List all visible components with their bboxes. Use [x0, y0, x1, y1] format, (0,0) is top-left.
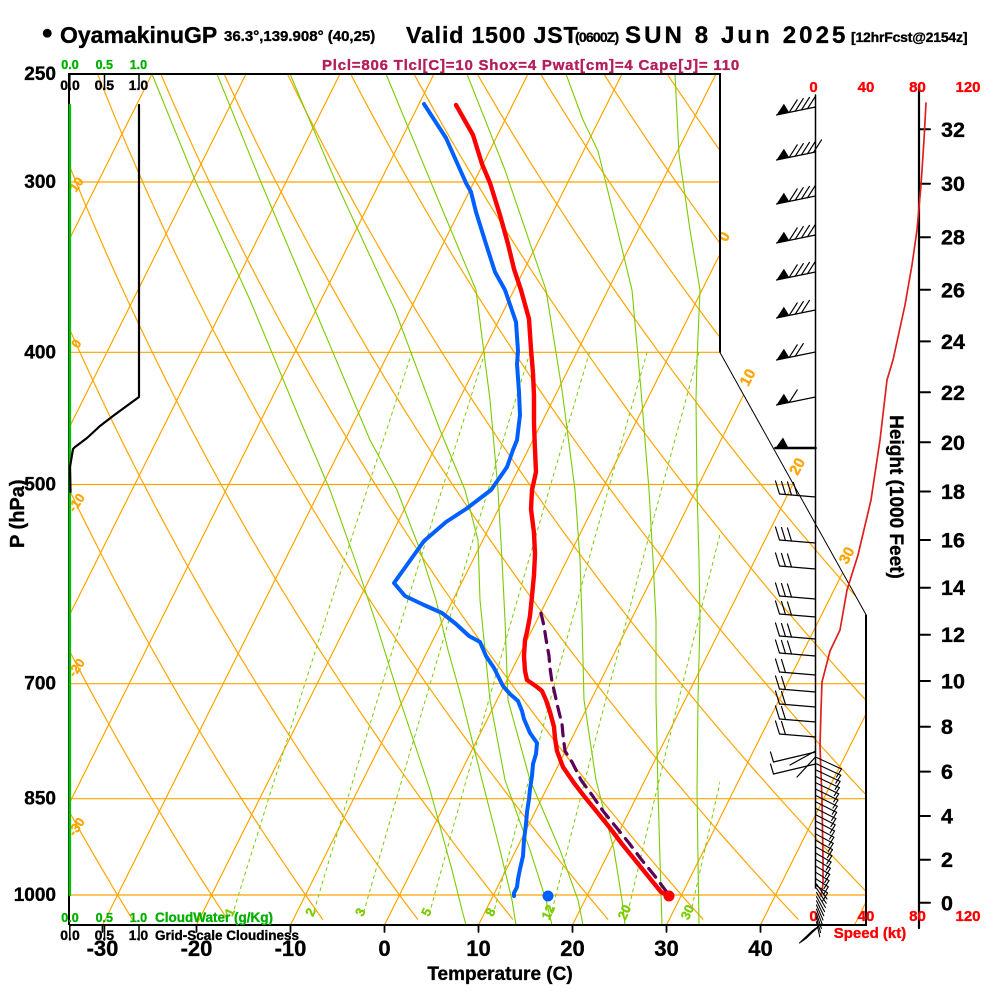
svg-text:1.0: 1.0	[130, 58, 147, 72]
svg-text:36.3°,139.908° (40,25): 36.3°,139.908° (40,25)	[224, 28, 375, 45]
svg-text:12: 12	[538, 902, 558, 921]
svg-text:4: 4	[941, 805, 953, 829]
svg-text:120: 120	[955, 79, 980, 96]
svg-text:0.0: 0.0	[61, 58, 78, 72]
svg-text:0: 0	[809, 908, 817, 925]
svg-text:0.0: 0.0	[60, 77, 80, 93]
svg-text:30: 30	[836, 544, 859, 567]
svg-text:OyamakinuGP: OyamakinuGP	[60, 22, 217, 48]
svg-text:Temperature (C): Temperature (C)	[427, 964, 572, 985]
svg-text:10: 10	[466, 936, 490, 961]
svg-text:10: 10	[737, 366, 760, 389]
svg-text:-30: -30	[87, 936, 119, 961]
svg-text:CloudWater (g/Kg): CloudWater (g/Kg)	[155, 910, 273, 925]
svg-text:Grid-Scale Cloudiness: Grid-Scale Cloudiness	[155, 928, 299, 943]
svg-text:0: 0	[809, 79, 817, 96]
svg-text:32: 32	[941, 118, 965, 142]
svg-text:8: 8	[941, 715, 953, 739]
svg-text:0.5: 0.5	[96, 58, 113, 72]
svg-text:1.0: 1.0	[130, 911, 147, 925]
svg-text:0: 0	[378, 936, 390, 961]
svg-text:20: 20	[941, 431, 965, 455]
svg-text:0.5: 0.5	[95, 77, 115, 93]
svg-text:-20: -20	[181, 936, 213, 961]
svg-text:Speed (kt): Speed (kt)	[834, 925, 907, 942]
svg-text:250: 250	[24, 64, 56, 85]
svg-text:2: 2	[941, 848, 953, 872]
svg-text:[12hrFcst@2154z]: [12hrFcst@2154z]	[851, 29, 967, 45]
svg-text:30: 30	[654, 936, 678, 961]
svg-text:0.5: 0.5	[95, 927, 115, 943]
svg-text:0.0: 0.0	[61, 911, 78, 925]
svg-text:10: 10	[941, 670, 965, 694]
svg-text:80: 80	[909, 79, 926, 96]
svg-text:1.0: 1.0	[129, 77, 149, 93]
svg-text:0: 0	[941, 891, 953, 915]
svg-text:40: 40	[858, 908, 875, 925]
svg-text:(0600Z): (0600Z)	[575, 29, 619, 45]
svg-text:Valid 1500 JST: Valid 1500 JST	[406, 22, 578, 48]
svg-text:20: 20	[560, 936, 584, 961]
svg-text:40: 40	[858, 79, 875, 96]
svg-text:Plcl=806 Tlcl[C]=10 Shox=4 Pwa: Plcl=806 Tlcl[C]=10 Shox=4 Pwat[cm]=4 Ca…	[322, 57, 740, 74]
svg-text:22: 22	[941, 381, 965, 405]
svg-text:1.0: 1.0	[129, 927, 149, 943]
svg-text:P (hPa): P (hPa)	[7, 479, 29, 548]
svg-text:1000: 1000	[14, 885, 56, 906]
svg-text:24: 24	[941, 330, 965, 354]
svg-text:400: 400	[24, 342, 56, 363]
svg-text:300: 300	[24, 172, 56, 193]
svg-text:120: 120	[955, 908, 980, 925]
svg-text:SUN 8 Jun 2025: SUN 8 Jun 2025	[625, 22, 848, 49]
svg-text:18: 18	[941, 480, 965, 504]
svg-text:12: 12	[941, 623, 965, 647]
svg-text:Height (1000 Feet): Height (1000 Feet)	[885, 415, 906, 579]
svg-text:6: 6	[941, 760, 953, 784]
svg-text:30: 30	[677, 902, 697, 921]
svg-text:30: 30	[941, 172, 965, 196]
svg-text:850: 850	[24, 789, 56, 810]
svg-text:700: 700	[24, 674, 56, 695]
svg-text:40: 40	[748, 936, 772, 961]
svg-text:14: 14	[941, 576, 965, 600]
svg-text:-10: -10	[275, 936, 307, 961]
svg-text:20: 20	[786, 455, 809, 478]
svg-text:•: •	[42, 17, 53, 50]
svg-text:0.0: 0.0	[60, 927, 80, 943]
svg-text:80: 80	[909, 908, 926, 925]
svg-text:16: 16	[941, 529, 965, 553]
svg-text:0.5: 0.5	[96, 911, 113, 925]
svg-text:500: 500	[24, 475, 56, 496]
svg-text:28: 28	[941, 226, 965, 250]
svg-text:26: 26	[941, 278, 965, 302]
svg-text:20: 20	[614, 902, 634, 921]
